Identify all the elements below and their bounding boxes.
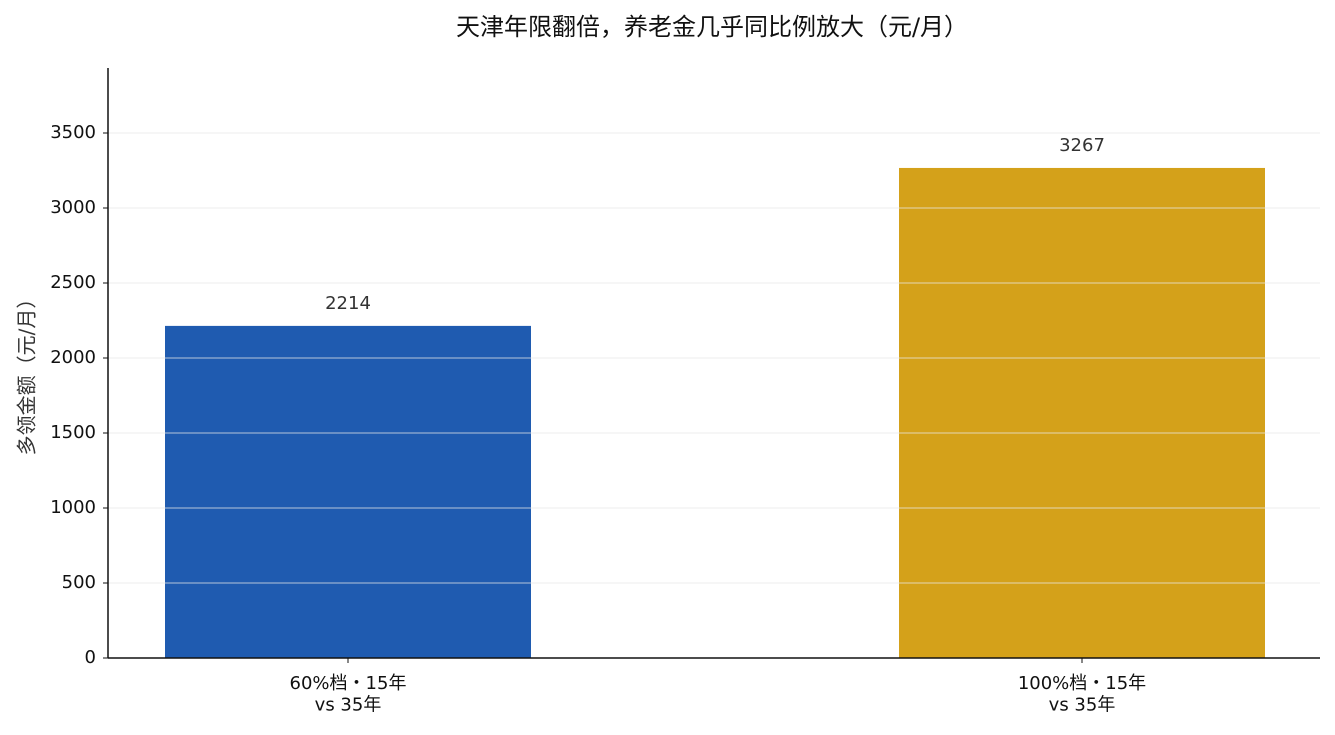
chart-title: 天津年限翻倍，养老金几乎同比例放大（元/月）	[456, 13, 968, 41]
x-tick-label: 100%档・15年 vs 35年	[1018, 673, 1146, 716]
y-tick-label: 1500	[50, 422, 96, 443]
y-tick-label: 1000	[50, 497, 96, 518]
y-tick-label: 0	[85, 647, 96, 668]
bar	[899, 167, 1265, 658]
y-axis-label: 多领金额（元/月）	[15, 289, 39, 456]
y-tick-label: 2500	[50, 272, 96, 293]
y-tick-label: 500	[62, 572, 96, 593]
y-tick-label: 2000	[50, 347, 96, 368]
x-tick-label: 60%档・15年 vs 35年	[290, 673, 407, 716]
value-label: 2214	[325, 293, 371, 314]
bar	[165, 325, 531, 658]
value-label: 3267	[1059, 135, 1105, 156]
y-tick-label: 3500	[50, 122, 96, 143]
y-tick-label: 3000	[50, 197, 96, 218]
